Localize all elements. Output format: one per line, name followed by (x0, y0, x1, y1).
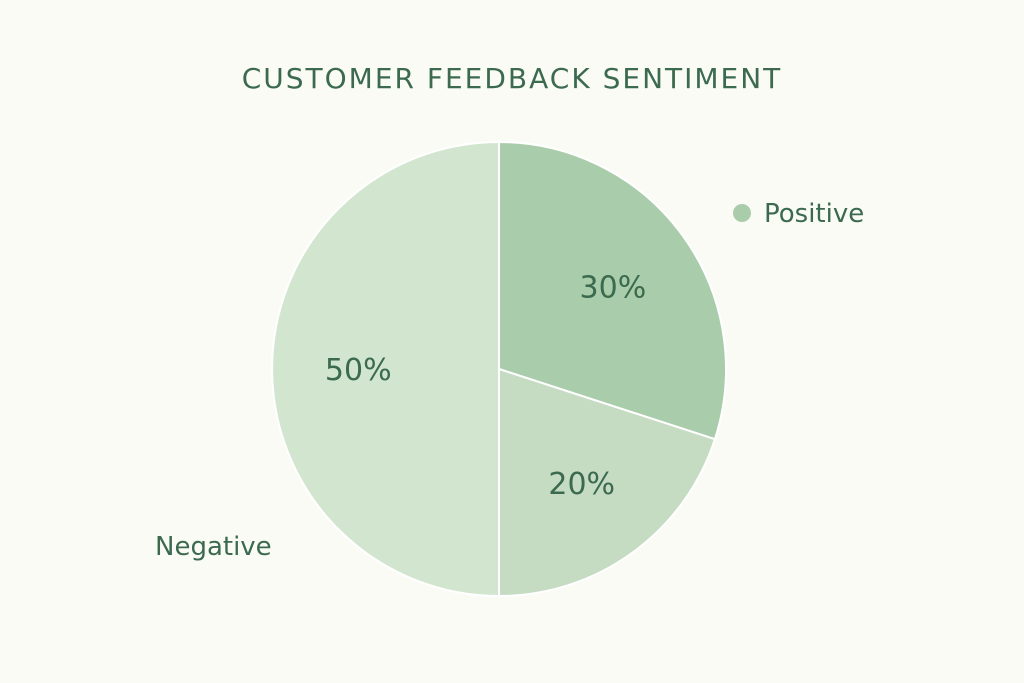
pie-slice-positive (498, 140, 727, 441)
pie-slice-unlabeled-1 (498, 367, 717, 598)
legend-swatch-positive (733, 204, 751, 222)
legend-label-positive: Positive (764, 199, 864, 229)
slice-value-label-0: 30% (580, 270, 647, 305)
legend-positive: Positive (733, 199, 864, 229)
pie-value-labels: 30% 20% 50% (325, 270, 646, 502)
pie-slice-negative (271, 140, 500, 598)
pie-slices (271, 140, 727, 598)
label-negative: Negative (155, 532, 272, 562)
chart-title: CUSTOMER FEEDBACK SENTIMENT (241, 62, 783, 95)
slice-value-label-1: 20% (548, 467, 615, 502)
slice-value-label-2: 50% (325, 353, 392, 388)
